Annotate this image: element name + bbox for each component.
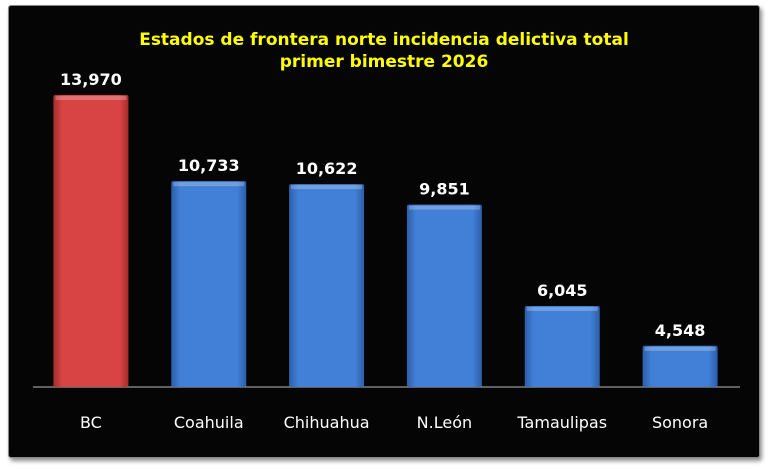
x-tick-label: Coahuila <box>174 413 244 432</box>
bar-tamaulipas <box>524 305 600 387</box>
x-tick-label: Sonora <box>652 413 708 432</box>
bar-chihuahua <box>289 184 365 387</box>
x-tick-label: BC <box>80 413 102 432</box>
bar-sonora <box>642 345 718 387</box>
x-tick-label: Chihuahua <box>284 413 370 432</box>
bar-coahuila <box>171 181 247 387</box>
data-label: 10,733 <box>178 156 240 175</box>
bar-bevel-highlight <box>644 346 716 351</box>
bar-bevel-highlight <box>526 306 598 311</box>
data-label: 9,851 <box>419 180 470 199</box>
chart-title-line-1: Estados de frontera norte incidencia del… <box>139 30 629 50</box>
chart-panel <box>8 5 760 458</box>
bar-nlen <box>406 204 482 387</box>
x-tick-label: Tamaulipas <box>516 413 607 432</box>
bar-bevel-highlight <box>291 185 363 190</box>
data-label: 4,548 <box>655 321 706 340</box>
data-label: 13,970 <box>60 70 122 89</box>
bar-bevel-highlight <box>55 96 127 101</box>
bar-bevel-highlight <box>408 205 480 210</box>
x-tick-label: N.León <box>417 413 472 432</box>
bar-bevel-highlight <box>173 182 245 187</box>
data-label: 10,622 <box>296 159 358 178</box>
data-label: 6,045 <box>537 281 588 300</box>
bar-bc <box>53 95 129 387</box>
chart-title-line-2: primer bimestre 2026 <box>279 52 489 72</box>
